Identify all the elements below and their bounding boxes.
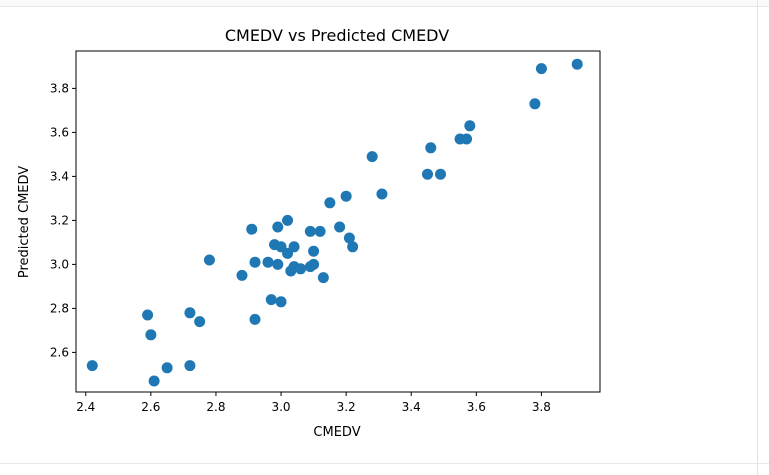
- x-tick-label: 3.8: [532, 400, 551, 414]
- y-tick-label: 2.8: [50, 301, 69, 315]
- scatter-point: [366, 151, 378, 163]
- scatter-point: [314, 225, 326, 237]
- x-tick-label: 3.4: [402, 400, 421, 414]
- scatter-point: [272, 258, 284, 270]
- x-tick-label: 3.6: [467, 400, 486, 414]
- scatter-point: [324, 197, 336, 209]
- plot-frame: [75, 50, 601, 393]
- scatter-point: [334, 221, 346, 233]
- scatter-point: [347, 241, 359, 253]
- x-axis-label: CMEDV: [313, 425, 360, 440]
- scatter-point: [184, 307, 196, 319]
- scatter-point: [304, 225, 316, 237]
- y-tick-label: 3.0: [50, 257, 69, 271]
- scatter-point: [272, 221, 284, 233]
- notebook-right-border: [757, 0, 758, 475]
- scatter-point: [422, 168, 434, 180]
- scatter-point: [184, 360, 196, 372]
- notebook-bottom-border: [0, 463, 769, 464]
- scatter-point: [249, 313, 261, 325]
- chart-title: CMEDV vs Predicted CMEDV: [225, 26, 449, 45]
- y-tick-label: 3.8: [50, 81, 69, 95]
- scatter-point: [435, 168, 447, 180]
- scatter-point: [317, 272, 329, 284]
- scatter-point: [265, 294, 277, 306]
- scatter-point: [535, 63, 547, 75]
- scatter-point: [425, 142, 437, 154]
- scatter-point: [295, 263, 307, 275]
- scatter-point: [236, 269, 248, 281]
- scatter-point: [246, 223, 258, 235]
- scatter-point: [148, 375, 160, 387]
- x-tick-label: 2.4: [76, 400, 95, 414]
- scatter-point: [249, 256, 261, 268]
- x-tick-label: 2.8: [206, 400, 225, 414]
- notebook-top-border: [0, 0, 769, 7]
- scatter-point: [308, 245, 320, 257]
- scatter-point: [308, 258, 320, 270]
- scatter-point: [194, 316, 206, 328]
- scatter-point: [86, 360, 98, 372]
- x-tick-label: 2.6: [141, 400, 160, 414]
- scatter-point: [262, 256, 274, 268]
- scatter-point: [282, 214, 294, 226]
- y-tick-label: 3.2: [50, 213, 69, 227]
- scatter-point: [464, 120, 476, 132]
- y-tick-label: 2.6: [50, 345, 69, 359]
- scatter-point: [145, 329, 157, 341]
- scatter-point: [340, 190, 352, 202]
- y-tick-label: 3.6: [50, 125, 69, 139]
- scatter-point: [571, 58, 583, 70]
- scatter-point: [161, 362, 173, 374]
- scatter-point: [203, 254, 215, 266]
- scatter-point: [343, 232, 355, 244]
- scatter-point: [275, 296, 287, 308]
- scatter-point: [529, 98, 541, 110]
- y-tick-label: 3.4: [50, 169, 69, 183]
- data-points: [86, 58, 583, 387]
- x-tick-label: 3.0: [271, 400, 290, 414]
- scatter-point: [288, 241, 300, 253]
- x-tick-label: 3.2: [337, 400, 356, 414]
- scatter-point: [461, 133, 473, 145]
- scatter-point: [376, 188, 388, 200]
- scatter-point: [142, 309, 154, 321]
- x-axis: 2.4 2.6 2.8 3.0 3.2 3.4 3.6 3.8: [76, 392, 551, 414]
- y-axis: 2.6 2.8 3.0 3.2 3.4 3.6 3.8: [50, 81, 76, 359]
- y-axis-label: Predicted CMEDV: [17, 166, 32, 278]
